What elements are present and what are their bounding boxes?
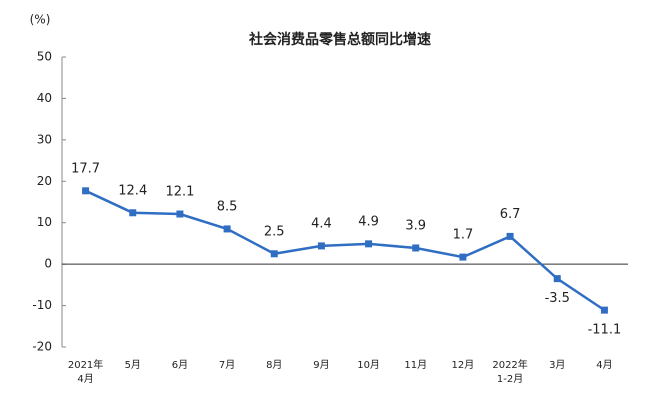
point [270, 250, 278, 258]
data-label: 12.4 [118, 183, 147, 198]
y-tick-label: 0 [44, 257, 52, 271]
point [223, 225, 231, 233]
x-tick-label: 10月 [357, 359, 380, 371]
data-label: 4.9 [358, 214, 379, 229]
point [176, 210, 184, 218]
y-axis-label: (%) [30, 13, 51, 27]
point [82, 187, 90, 195]
data-label: 3.9 [405, 218, 426, 233]
x-tick-label: 7月 [219, 359, 235, 371]
point [317, 242, 325, 250]
x-tick-label: 6月 [172, 359, 188, 371]
x-tick-label: 12月 [452, 359, 475, 371]
y-tick-label: 30 [37, 132, 52, 146]
data-label: 6.7 [500, 207, 521, 222]
data-label: 2.5 [264, 224, 285, 239]
data-label: 1.7 [453, 228, 474, 243]
x-tick-label: 2022年 1-2月 [492, 358, 527, 385]
y-tick-label: 20 [37, 174, 52, 188]
x-tick-label: 2021年 4月 [68, 358, 103, 385]
y-tick-label: -10 [32, 298, 52, 312]
x-tick-label: 4月 [596, 359, 612, 371]
chart-title: 社会消费品零售总额同比增速 [248, 31, 431, 48]
x-tick-label: 5月 [125, 359, 141, 371]
point [459, 253, 467, 261]
data-label: -3.5 [545, 291, 570, 306]
data-label: 17.7 [71, 161, 100, 176]
point [365, 240, 373, 248]
point [129, 209, 137, 217]
point [553, 275, 561, 283]
data-label: 4.4 [311, 216, 332, 231]
point [600, 306, 608, 314]
x-tick-label: 8月 [266, 359, 282, 371]
y-tick-label: 40 [37, 91, 52, 105]
y-tick-label: 50 [37, 50, 52, 64]
data-label: -11.1 [588, 323, 622, 338]
x-tick-label: 9月 [313, 359, 329, 371]
series-line [85, 189, 606, 312]
y-tick-label: -20 [32, 340, 52, 354]
y-tick-label: 10 [37, 215, 52, 229]
point [412, 244, 420, 252]
data-label: 12.1 [165, 185, 194, 200]
x-tick-label: 11月 [404, 359, 427, 371]
data-label: 8.5 [217, 199, 238, 214]
x-tick-label: 3月 [549, 359, 565, 371]
point [506, 232, 514, 240]
